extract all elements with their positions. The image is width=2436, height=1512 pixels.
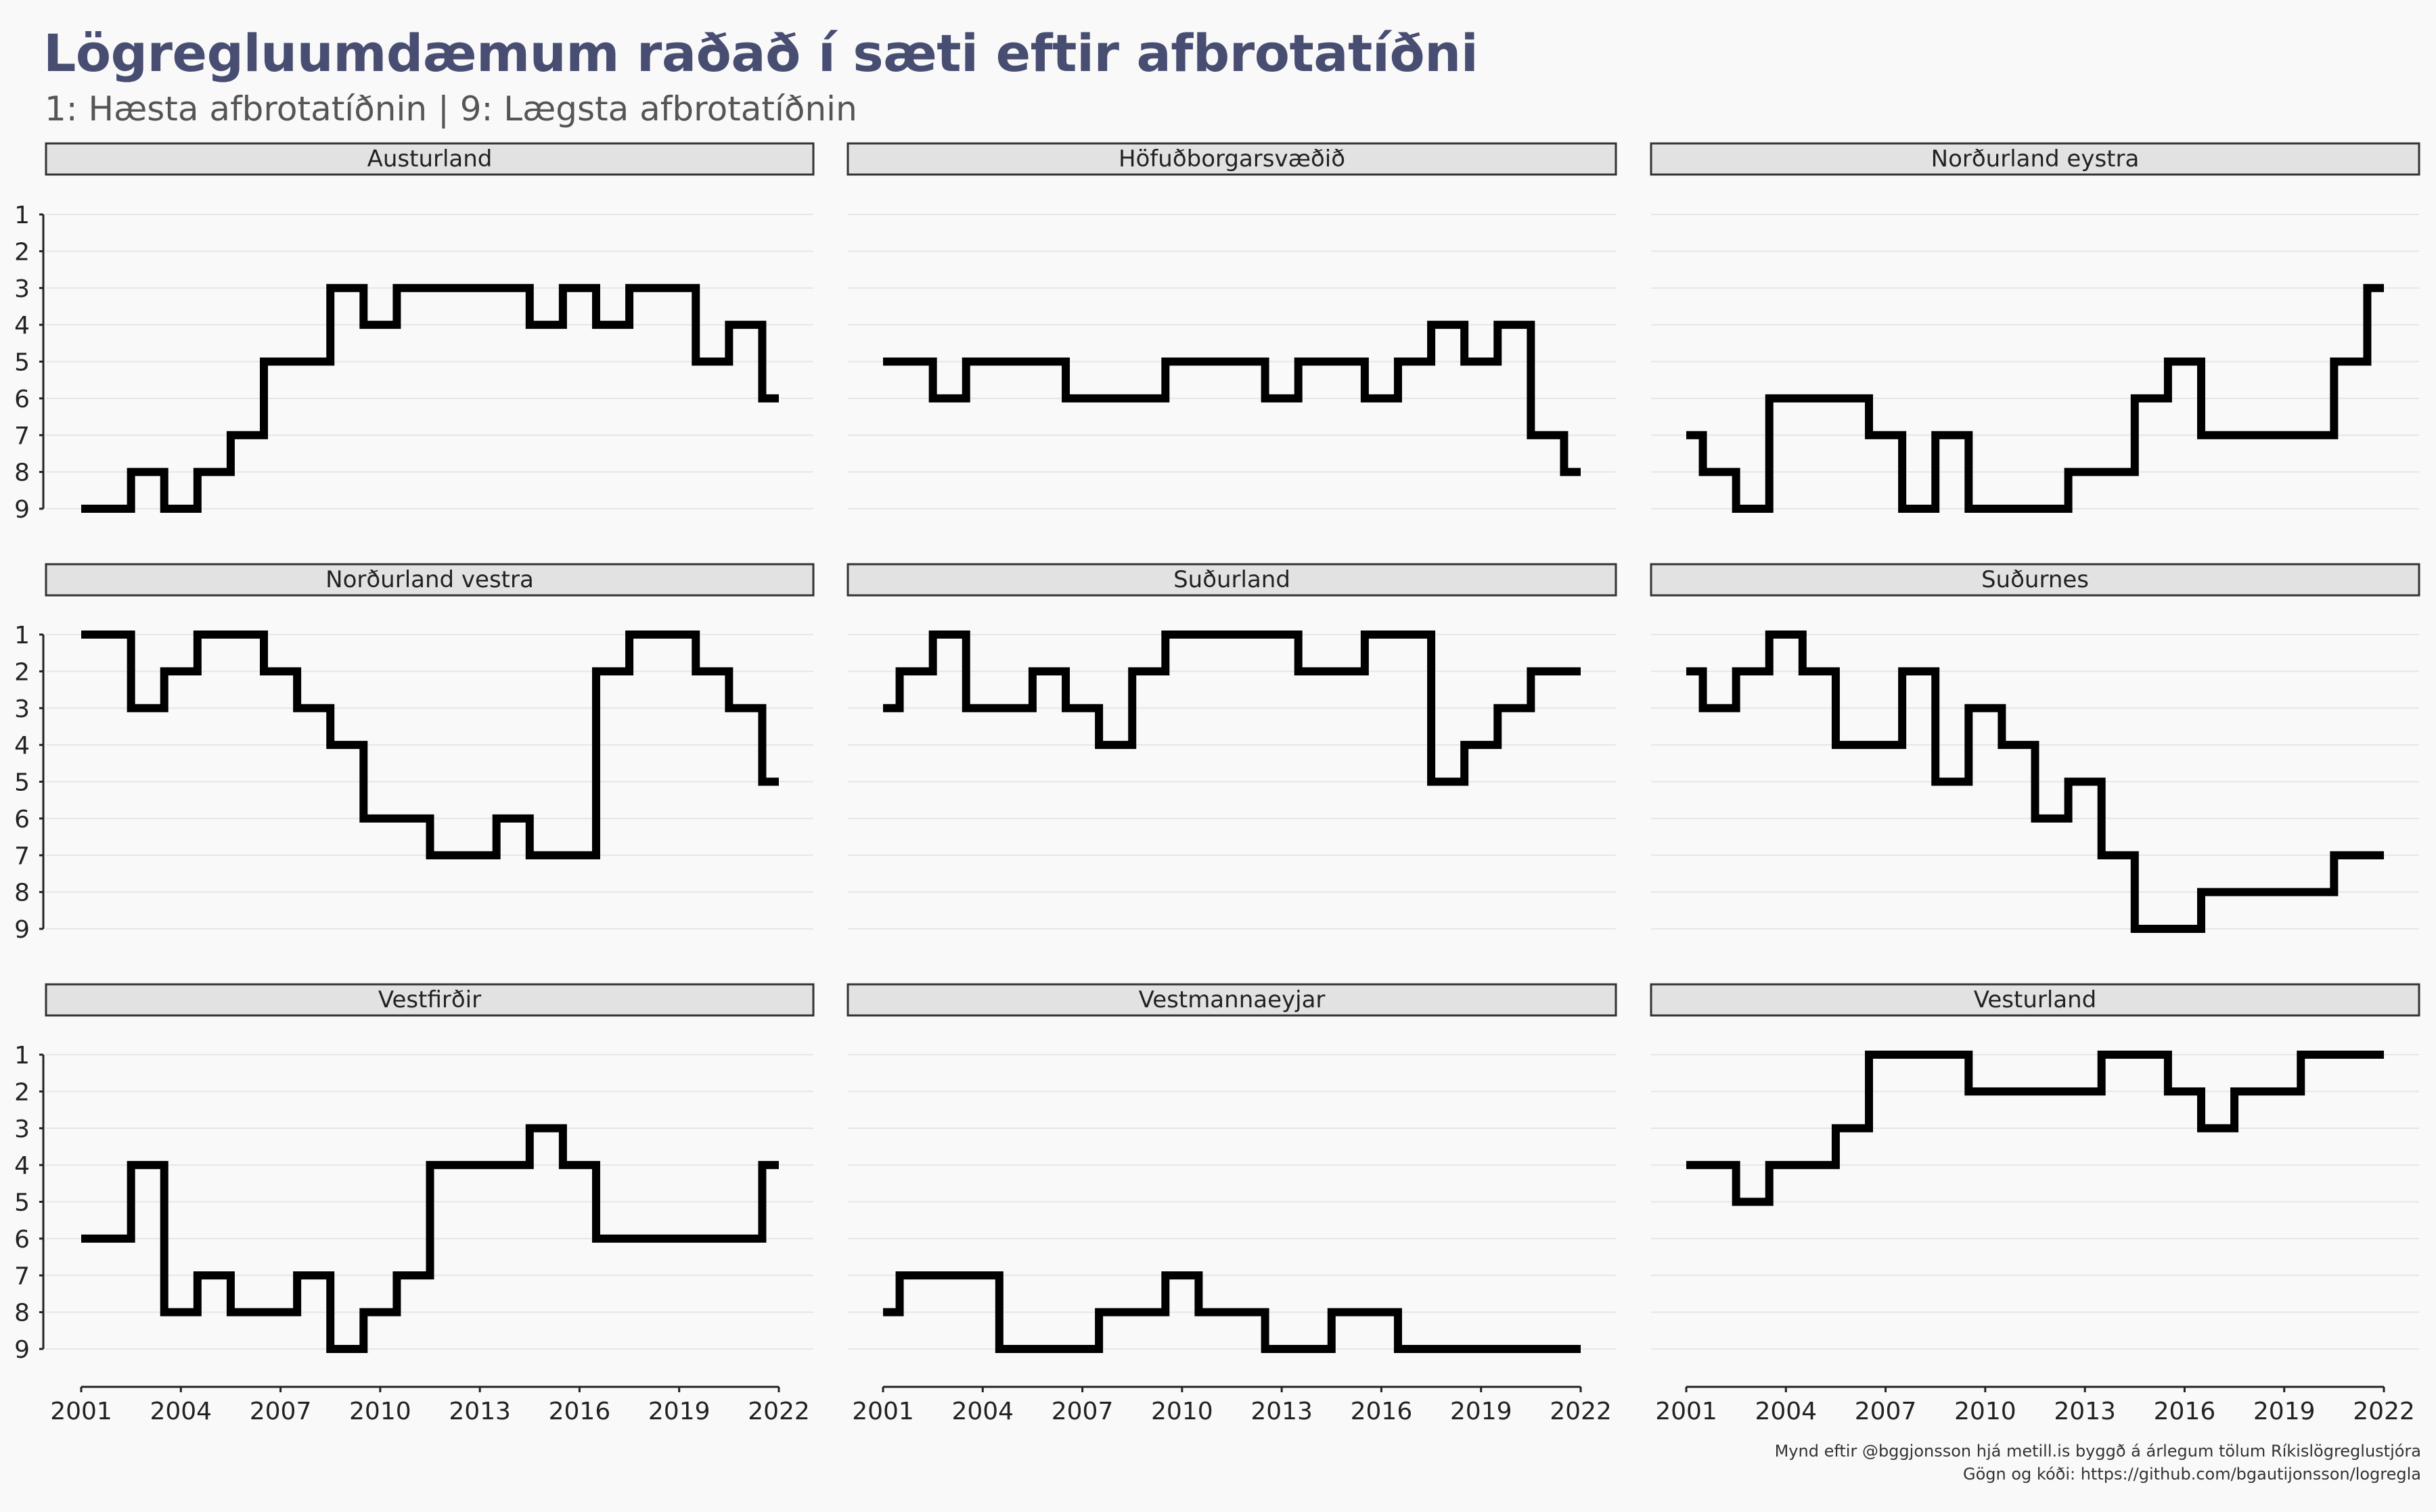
series-line: [81, 631, 779, 860]
series-line: [883, 321, 1581, 476]
series-line: [883, 1271, 1581, 1353]
y-tick-label: 8: [14, 879, 30, 907]
y-tick-label: 5: [14, 349, 30, 377]
chart-title: Lögregluumdæmum raðað í sæti eftir afbro…: [43, 23, 1479, 83]
y-tick-label: 1: [14, 1042, 30, 1070]
x-tick-label: 2013: [449, 1398, 511, 1425]
x-tick-label: 2001: [1655, 1398, 1717, 1425]
facet-strip-label: Suðurnes: [1981, 566, 2089, 593]
x-tick-label: 2007: [1052, 1398, 1114, 1425]
y-tick-label: 9: [14, 1336, 30, 1364]
series-line: [1686, 283, 2384, 513]
caption-line-1: Mynd eftir @bggjonsson hjá metill.is byg…: [1774, 1442, 2421, 1461]
x-tick-label: 2019: [648, 1398, 710, 1425]
chart-caption: Mynd eftir @bggjonsson hjá metill.is byg…: [1775, 1440, 2421, 1486]
facet-strip: [847, 142, 1617, 176]
facet-strip-label: Norðurland vestra: [325, 566, 534, 593]
y-tick-label: 1: [14, 202, 30, 229]
facet-strip-label: Suðurland: [1173, 566, 1290, 593]
facet-strip: [1650, 983, 2420, 1017]
x-tick-label: 2010: [1151, 1398, 1213, 1425]
x-tick-label: 2022: [748, 1398, 810, 1425]
facet-strip-label: Höfuðborgarsvæðið: [1119, 145, 1345, 173]
series-line: [81, 283, 779, 513]
caption-line-2: Gögn og kóði: https://github.com/bgautij…: [1963, 1465, 2421, 1484]
series-line: [1686, 1051, 2384, 1206]
x-tick-label: 2004: [951, 1398, 1014, 1425]
y-tick-label: 7: [14, 1262, 30, 1290]
x-tick-label: 2016: [549, 1398, 611, 1425]
facet-strip-label: Norðurland eystra: [1931, 145, 2140, 173]
x-tick-label: 2019: [1450, 1398, 1512, 1425]
y-tick-label: 7: [14, 422, 30, 450]
y-tick-label: 2: [14, 658, 30, 686]
facet-strip: [847, 983, 1617, 1017]
y-tick-label: 2: [14, 238, 30, 266]
x-tick-label: 2010: [1954, 1398, 2016, 1425]
y-tick-label: 4: [14, 1152, 30, 1180]
x-tick-label: 2016: [1351, 1398, 1413, 1425]
y-tick-label: 4: [14, 312, 30, 340]
x-tick-label: 2013: [1250, 1398, 1313, 1425]
y-tick-label: 8: [14, 459, 30, 487]
y-tick-label: 2: [14, 1078, 30, 1106]
series-line: [883, 631, 1581, 786]
y-tick-label: 5: [14, 769, 30, 797]
y-tick-label: 7: [14, 842, 30, 870]
y-tick-label: 3: [14, 695, 30, 723]
facet-strip-label: Austurland: [367, 145, 493, 173]
y-tick-label: 9: [14, 916, 30, 944]
series-line: [1686, 631, 2384, 933]
facet-strip-label: Vestfirðir: [378, 986, 481, 1013]
y-tick-label: 8: [14, 1300, 30, 1327]
facet-strip: [45, 983, 815, 1017]
facet-strip-label: Vesturland: [1974, 986, 2097, 1013]
y-tick-label: 5: [14, 1189, 30, 1217]
x-tick-label: 2022: [1550, 1398, 1612, 1425]
x-tick-label: 2007: [1855, 1398, 1917, 1425]
y-tick-label: 9: [14, 496, 30, 524]
x-tick-label: 2007: [250, 1398, 312, 1425]
x-tick-label: 2010: [349, 1398, 411, 1425]
y-tick-label: 3: [14, 1116, 30, 1143]
y-tick-label: 6: [14, 386, 30, 413]
x-tick-label: 2016: [2154, 1398, 2216, 1425]
facet-strip: [847, 563, 1617, 597]
x-tick-label: 2022: [2353, 1398, 2415, 1425]
x-tick-label: 2004: [1755, 1398, 1817, 1425]
series-line: [81, 1124, 779, 1353]
y-tick-label: 6: [14, 1226, 30, 1254]
y-tick-label: 6: [14, 806, 30, 833]
chart-subtitle: 1: Hæsta afbrotatíðnin | 9: Lægsta afbro…: [45, 89, 857, 129]
facet-strip: [45, 563, 815, 597]
x-tick-label: 2001: [50, 1398, 112, 1425]
facet-strip: [1650, 563, 2420, 597]
x-tick-label: 2013: [2054, 1398, 2116, 1425]
x-tick-label: 2001: [852, 1398, 914, 1425]
y-tick-label: 3: [14, 275, 30, 303]
y-tick-label: 1: [14, 622, 30, 649]
y-tick-label: 4: [14, 732, 30, 760]
facet-strip: [45, 142, 815, 176]
x-tick-label: 2019: [2253, 1398, 2316, 1425]
x-tick-label: 2004: [150, 1398, 212, 1425]
facet-strip: [1650, 142, 2420, 176]
facet-strip-label: Vestmannaeyjar: [1139, 986, 1326, 1013]
